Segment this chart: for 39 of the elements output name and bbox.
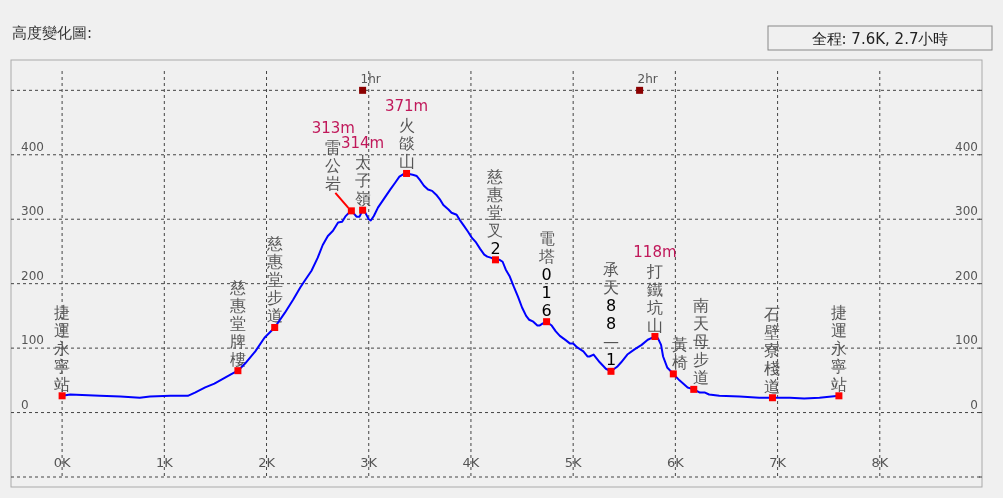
x-tick-label: 1K bbox=[155, 455, 174, 470]
x-tick-label: 4K bbox=[462, 455, 480, 470]
annotation: 2hr bbox=[637, 72, 658, 87]
annotation: 1hr bbox=[360, 72, 381, 87]
x-tick-label: 0K bbox=[53, 455, 71, 470]
y2-tick-label: 200 bbox=[955, 268, 978, 283]
x-tick-label: 6K bbox=[666, 455, 685, 470]
annotation: 371m bbox=[384, 97, 429, 116]
y2-tick-label: 400 bbox=[955, 139, 978, 154]
y-tick-label: 400 bbox=[21, 139, 44, 154]
y2-tick-label: 0 bbox=[970, 397, 978, 412]
annotation: 太子嶺 bbox=[354, 153, 371, 209]
x-tick-label: 2K bbox=[258, 455, 276, 470]
annotation: 打鐵坑山 bbox=[645, 261, 663, 335]
y-tick-label: 200 bbox=[21, 268, 44, 283]
x-tick-label: 7K bbox=[769, 455, 787, 470]
y-tick-label: 100 bbox=[21, 333, 44, 348]
text: 全程: 7.6K, 2.7小時 bbox=[811, 30, 949, 48]
annotation: 雷公岩 bbox=[325, 137, 342, 193]
annotation: 慈惠堂步道 bbox=[265, 234, 283, 326]
x-tick-label: 3K bbox=[360, 455, 378, 470]
chart-title: 高度變化圖: bbox=[12, 24, 93, 42]
annotation: 慈惠堂牌樓 bbox=[228, 277, 246, 369]
x-tick-label: 8K bbox=[871, 455, 889, 470]
annotation: 313m bbox=[311, 118, 355, 137]
annotation: 電塔016 bbox=[537, 228, 555, 320]
y-tick-label: 0 bbox=[21, 397, 29, 412]
annotation: 慈惠堂叉2 bbox=[486, 166, 504, 258]
annotation: 承天88—1 bbox=[602, 260, 619, 370]
x-tick-label: 5K bbox=[564, 455, 583, 470]
annotation: 118m bbox=[633, 242, 677, 261]
annotation: 314m bbox=[340, 134, 385, 153]
annotation: 黃椅 bbox=[672, 334, 689, 372]
y2-tick-label: 100 bbox=[955, 333, 978, 348]
annotation: 火燄山 bbox=[398, 116, 415, 172]
annotation: 捷運永寧站 bbox=[830, 302, 847, 394]
y-tick-label: 300 bbox=[21, 204, 44, 219]
y2-tick-label: 300 bbox=[955, 204, 978, 219]
annotation: 南天母步道 bbox=[692, 296, 709, 388]
